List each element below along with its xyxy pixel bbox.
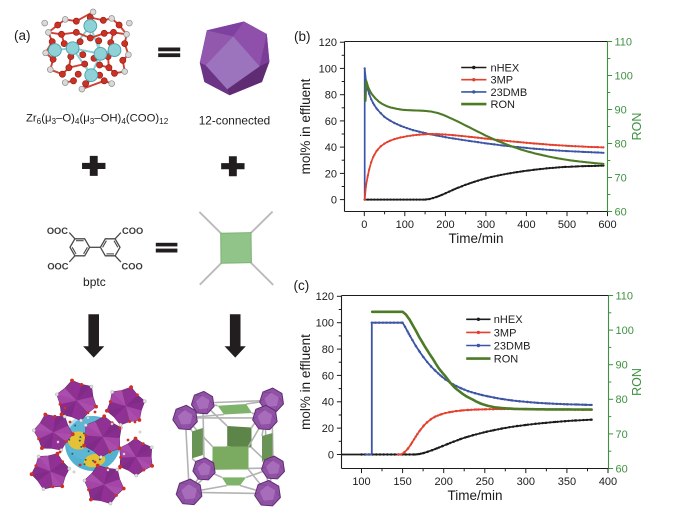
svg-text:90: 90 bbox=[616, 360, 628, 372]
svg-text:150: 150 bbox=[393, 476, 411, 488]
svg-text:80: 80 bbox=[615, 138, 627, 150]
svg-text:0: 0 bbox=[361, 219, 367, 231]
svg-text:200: 200 bbox=[435, 476, 453, 488]
svg-text:60: 60 bbox=[616, 463, 628, 475]
svg-text:40: 40 bbox=[325, 142, 337, 154]
svg-text:20: 20 bbox=[325, 168, 337, 180]
svg-text:60: 60 bbox=[615, 206, 627, 218]
svg-text:80: 80 bbox=[322, 344, 334, 356]
svg-text:400: 400 bbox=[517, 219, 535, 231]
svg-text:12-connected: 12-connected bbox=[199, 114, 271, 128]
svg-text:600: 600 bbox=[598, 219, 616, 231]
svg-text:23DMB: 23DMB bbox=[491, 87, 528, 99]
svg-text:500: 500 bbox=[558, 219, 576, 231]
svg-text:100: 100 bbox=[316, 318, 334, 330]
svg-text:100: 100 bbox=[319, 63, 337, 75]
svg-text:(c): (c) bbox=[294, 278, 310, 293]
svg-text:70: 70 bbox=[616, 429, 628, 441]
svg-text:90: 90 bbox=[615, 104, 627, 116]
svg-text:nHEX: nHEX bbox=[491, 62, 520, 74]
svg-text:400: 400 bbox=[599, 476, 617, 488]
svg-text:110: 110 bbox=[616, 290, 634, 302]
svg-text:70: 70 bbox=[615, 172, 627, 184]
svg-text:60: 60 bbox=[322, 370, 334, 382]
svg-text:40: 40 bbox=[322, 397, 334, 409]
svg-text:(b): (b) bbox=[294, 29, 311, 44]
svg-text:350: 350 bbox=[558, 476, 576, 488]
svg-text:COO: COO bbox=[122, 226, 143, 236]
svg-text:120: 120 bbox=[316, 291, 334, 303]
svg-text:mol% in effluent: mol% in effluent bbox=[298, 334, 313, 430]
svg-text:COO: COO bbox=[122, 262, 143, 272]
svg-text:bptc: bptc bbox=[83, 275, 106, 289]
svg-text:300: 300 bbox=[477, 219, 495, 231]
svg-text:Time/min: Time/min bbox=[447, 488, 502, 503]
svg-text:0: 0 bbox=[328, 449, 334, 461]
svg-text:100: 100 bbox=[396, 219, 414, 231]
svg-text:OOC: OOC bbox=[47, 262, 68, 272]
svg-text:80: 80 bbox=[325, 90, 337, 102]
svg-text:100: 100 bbox=[615, 70, 633, 82]
svg-text:Time/min: Time/min bbox=[448, 231, 503, 246]
svg-text:RON: RON bbox=[630, 113, 644, 141]
svg-text:120: 120 bbox=[319, 37, 337, 49]
svg-text:250: 250 bbox=[476, 476, 494, 488]
svg-text:200: 200 bbox=[436, 219, 454, 231]
svg-text:3MP: 3MP bbox=[494, 327, 517, 339]
svg-text:RON: RON bbox=[491, 99, 516, 111]
svg-text:RON: RON bbox=[630, 368, 644, 396]
svg-text:(a): (a) bbox=[14, 28, 31, 43]
svg-text:mol% in effluent: mol% in effluent bbox=[298, 78, 313, 174]
svg-text:20: 20 bbox=[322, 423, 334, 435]
svg-text:80: 80 bbox=[616, 394, 628, 406]
svg-text:100: 100 bbox=[352, 476, 370, 488]
svg-text:23DMB: 23DMB bbox=[494, 340, 531, 352]
svg-text:nHEX: nHEX bbox=[494, 314, 523, 326]
svg-text:300: 300 bbox=[517, 476, 535, 488]
svg-text:60: 60 bbox=[325, 116, 337, 128]
svg-text:Zr6(μ3–O)4(μ3–OH)4(COO)12: Zr6(μ3–O)4(μ3–OH)4(COO)12 bbox=[26, 113, 169, 127]
svg-text:110: 110 bbox=[615, 36, 633, 48]
svg-text:3MP: 3MP bbox=[491, 75, 514, 87]
svg-text:RON: RON bbox=[494, 354, 519, 366]
svg-text:OOC: OOC bbox=[47, 226, 68, 236]
svg-text:0: 0 bbox=[331, 195, 337, 207]
svg-text:100: 100 bbox=[616, 325, 634, 337]
